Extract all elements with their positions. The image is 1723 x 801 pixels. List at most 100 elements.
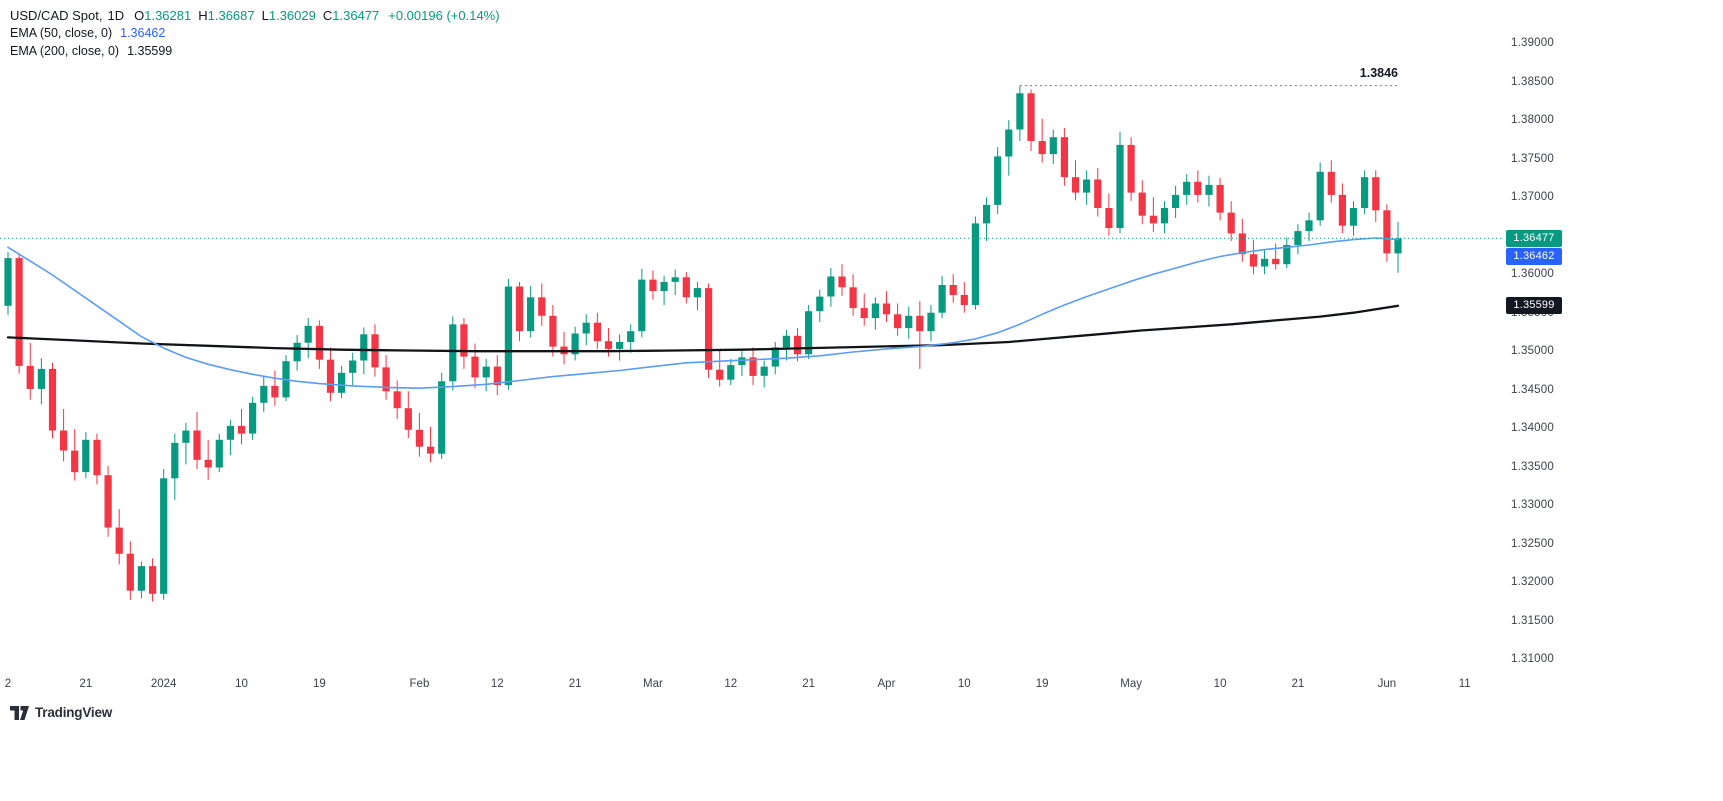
candle-body bbox=[1294, 231, 1302, 245]
tradingview-logo[interactable]: TradingView bbox=[10, 705, 112, 720]
tradingview-wordmark: TradingView bbox=[35, 705, 113, 720]
candle-body bbox=[627, 331, 635, 342]
candle-body bbox=[226, 425, 234, 440]
candle-body bbox=[204, 459, 212, 468]
change-readout: +0.00196 (+0.14%) bbox=[388, 7, 500, 23]
candle-body bbox=[15, 258, 23, 366]
candle-body bbox=[782, 335, 790, 348]
symbol-legend-row[interactable]: USD/CAD Spot, 1D O1.36281 H1.36687 L1.36… bbox=[10, 6, 500, 24]
candle-body bbox=[338, 372, 346, 393]
candle-body bbox=[616, 342, 624, 349]
candle-body bbox=[1038, 141, 1046, 155]
candle-body bbox=[1338, 194, 1346, 226]
candle-body bbox=[1172, 194, 1180, 208]
candle-body bbox=[4, 258, 12, 306]
ema200-legend-row[interactable]: EMA (200, close, 0) 1.35599 bbox=[10, 42, 500, 60]
candle-body bbox=[849, 287, 857, 309]
candle-body bbox=[571, 333, 579, 355]
candle-body bbox=[449, 324, 457, 382]
ema50-price-badge: 1.36462 bbox=[1506, 247, 1562, 265]
candle-body bbox=[827, 276, 835, 297]
candle-body bbox=[1394, 238, 1402, 254]
candle-body bbox=[260, 385, 268, 403]
candle-body bbox=[271, 385, 279, 398]
candle-body bbox=[1227, 212, 1235, 234]
candle-body bbox=[549, 315, 557, 347]
candle-body bbox=[527, 297, 535, 332]
candle-body bbox=[1060, 137, 1068, 178]
candle-body bbox=[1160, 208, 1169, 224]
candle-body bbox=[905, 315, 913, 329]
candle-body bbox=[1372, 177, 1380, 211]
candle-body bbox=[326, 359, 335, 393]
ohlc-readout: O1.36281 H1.36687 L1.36029 C1.36477 bbox=[134, 8, 386, 23]
candle-body bbox=[916, 315, 924, 332]
candle-body bbox=[1194, 181, 1202, 195]
candle-body bbox=[994, 156, 1002, 205]
candle-body bbox=[427, 446, 435, 454]
candle-body bbox=[149, 566, 157, 594]
high-readout: H1.36687 bbox=[198, 7, 255, 23]
candle-body bbox=[682, 277, 690, 298]
candle-body bbox=[404, 408, 412, 430]
candle-body bbox=[938, 285, 946, 313]
candle-body bbox=[438, 381, 446, 454]
candle-body bbox=[82, 439, 90, 473]
candles bbox=[4, 85, 1402, 602]
candle-body bbox=[649, 279, 657, 292]
candle-body bbox=[304, 325, 312, 343]
tradingview-mark-icon bbox=[10, 705, 29, 720]
candle-body bbox=[482, 366, 490, 378]
candle-body bbox=[838, 276, 846, 288]
candle-body bbox=[1071, 177, 1080, 193]
candle-body bbox=[760, 366, 768, 376]
candle-body bbox=[137, 566, 145, 591]
candle-body bbox=[771, 347, 779, 367]
ema50-label: EMA (50, close, 0) bbox=[10, 26, 113, 40]
candle-body bbox=[1216, 184, 1224, 213]
candle-body bbox=[293, 342, 301, 362]
candle-body bbox=[1183, 181, 1191, 195]
candle-body bbox=[1272, 258, 1280, 265]
ema50-legend-row[interactable]: EMA (50, close, 0) 1.36462 bbox=[10, 24, 500, 42]
candle-body bbox=[793, 335, 802, 355]
candle-body bbox=[1094, 179, 1102, 208]
candle-body bbox=[749, 357, 757, 376]
candle-body bbox=[1138, 192, 1146, 216]
timeframe-label: 1D bbox=[107, 7, 125, 23]
candle-body bbox=[1349, 208, 1358, 226]
candle-body bbox=[949, 285, 957, 295]
candle-body bbox=[237, 425, 246, 434]
ema200-price-badge: 1.35599 bbox=[1506, 297, 1562, 315]
candle-body bbox=[349, 360, 357, 373]
candle-body bbox=[393, 391, 401, 409]
candle-body bbox=[104, 475, 112, 528]
candle-body bbox=[983, 204, 991, 224]
candle-body bbox=[1238, 233, 1246, 255]
candle-body bbox=[215, 439, 223, 468]
close-readout: C1.36477 bbox=[322, 7, 380, 23]
last-price-badge: 1.36477 bbox=[1506, 229, 1562, 247]
candle-body bbox=[716, 369, 724, 380]
candle-body bbox=[1005, 129, 1013, 157]
candle-body bbox=[1383, 210, 1391, 254]
candle-body bbox=[816, 296, 824, 312]
candle-body bbox=[382, 367, 390, 392]
candle-body bbox=[860, 308, 868, 319]
candle-body bbox=[1249, 254, 1257, 267]
candle-body bbox=[1105, 208, 1113, 228]
candle-body bbox=[538, 297, 546, 316]
candle-body bbox=[1027, 93, 1035, 141]
candle-body bbox=[604, 341, 613, 349]
candle-body bbox=[71, 450, 79, 473]
open-readout: O1.36281 bbox=[134, 7, 192, 23]
candle-body bbox=[1205, 184, 1213, 195]
candle-body bbox=[160, 478, 168, 594]
legend: USD/CAD Spot, 1D O1.36281 H1.36687 L1.36… bbox=[10, 6, 500, 60]
candle-body bbox=[1127, 144, 1135, 193]
candle-body bbox=[26, 365, 34, 389]
candle-body bbox=[1116, 144, 1124, 229]
candle-body bbox=[1327, 171, 1335, 195]
